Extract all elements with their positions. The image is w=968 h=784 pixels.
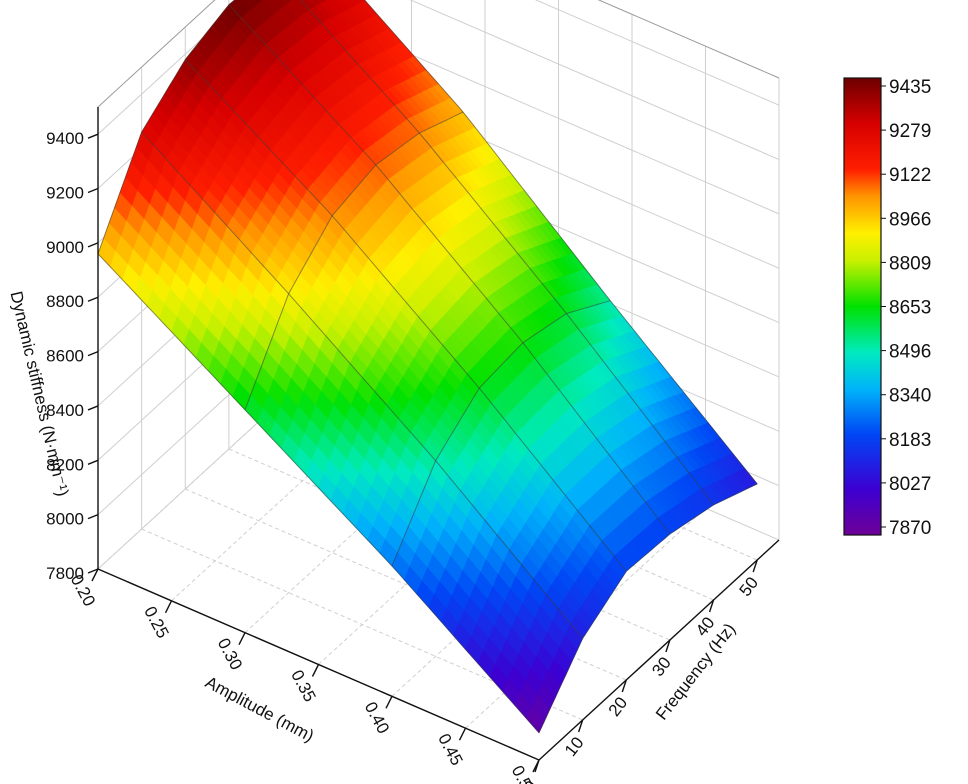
z-tick-mark	[87, 187, 99, 194]
mesh-line-frequency	[228, 4, 671, 535]
mesh-line-frequency	[97, 253, 540, 734]
frequency-tick-mark	[577, 719, 584, 733]
z-tick-label: 9000	[46, 238, 84, 257]
frequency-tick-label: 20	[605, 693, 632, 720]
mesh-line-amplitude	[244, 111, 464, 410]
grid-line-a	[97, 348, 339, 570]
z-tick-mark	[87, 405, 99, 411]
colorbar-label: 7870	[889, 518, 931, 539]
colorbar-label: 8809	[889, 253, 931, 274]
mesh-line-amplitude	[97, 0, 236, 254]
box-edge	[97, 0, 216, 108]
mesh-line-frequency	[141, 131, 583, 639]
colorbar-label: 8340	[889, 386, 931, 407]
colorbar-label: 8496	[889, 342, 931, 363]
frequency-tick-mark	[534, 759, 540, 773]
colorbar-label: 8183	[889, 430, 931, 451]
color-scale-bar: 9435 9279 9122 8966 8809 8653 8496 8340 8183 8027…	[843, 77, 931, 539]
z-tick-label: 8000	[46, 510, 84, 529]
surface-plot	[97, 0, 758, 734]
mesh-line-amplitude	[391, 300, 611, 567]
frequency-tick-mark	[621, 679, 627, 693]
amplitude-tick-mark	[164, 600, 173, 614]
mesh-line-amplitude	[538, 483, 758, 734]
z-tick-mark	[87, 459, 99, 465]
frequency-tick-label: 30	[648, 653, 675, 680]
z-tick-mark	[87, 296, 99, 302]
frequency-axis-line	[538, 539, 780, 761]
colorbar-label: 8027	[889, 474, 931, 495]
z-tick-label: 9400	[46, 129, 84, 148]
amplitude-tick-mark	[91, 568, 99, 582]
amplitude-tick-mark	[458, 727, 467, 741]
box-edge	[597, 0, 780, 79]
colorbar-label: 9279	[889, 121, 931, 142]
grid-line-a	[171, 380, 412, 602]
z-tick-label: 8200	[46, 455, 84, 474]
z-tick-label: 8800	[46, 292, 84, 311]
frequency-tick-label: 10	[561, 733, 588, 760]
amplitude-tick-mark	[311, 664, 320, 677]
frequency-tick-mark	[752, 559, 758, 573]
z-tick-mark	[87, 568, 99, 574]
z-tick-label: 8400	[46, 401, 84, 420]
z-tick-label: 9200	[46, 184, 84, 203]
z-tick-label: 8600	[46, 347, 84, 366]
mesh-line-frequency	[299, 0, 714, 506]
frequency-tick-mark	[708, 599, 715, 613]
amplitude-tick-mark	[385, 696, 393, 709]
colorbar-label: 8653	[889, 298, 931, 319]
z-tick-mark	[87, 350, 99, 357]
mesh-line-frequency	[184, 59, 627, 572]
z-tick-mark	[87, 513, 99, 520]
z-tick-mark	[87, 242, 99, 248]
colorbar-label: 9122	[889, 165, 931, 186]
amplitude-tick-mark	[238, 632, 246, 645]
frequency-tick-mark	[665, 639, 671, 653]
z-axis-title: Dynamic stiffness (N·mm⁻¹)	[7, 289, 73, 498]
z-tick-mark	[87, 133, 99, 139]
colorbar-gradient	[843, 77, 882, 536]
mesh-line-frequency	[363, 0, 758, 485]
frequency-tick-label: 50	[736, 573, 763, 600]
colorbar-label: 8966	[889, 209, 931, 230]
colorbar-label: 9435	[889, 77, 931, 98]
z-tick-label: 7800	[46, 564, 84, 583]
